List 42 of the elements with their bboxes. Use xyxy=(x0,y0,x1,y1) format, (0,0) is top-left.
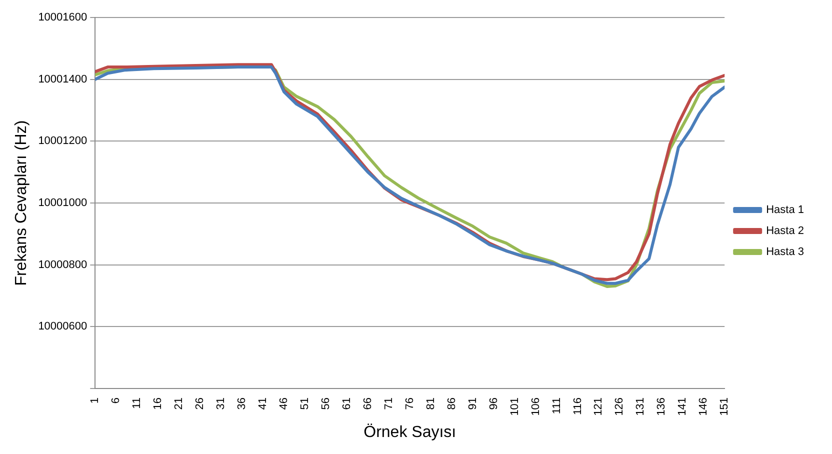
x-tick-label: 46 xyxy=(278,397,290,410)
x-tick-label: 21 xyxy=(173,397,186,410)
y-tick-label: 10001200 xyxy=(38,135,88,148)
y-tick-label: 10001000 xyxy=(38,197,88,210)
y-tick-label: 10001400 xyxy=(38,73,88,86)
legend-label: Hasta 2 xyxy=(766,225,804,238)
x-tick-label: 146 xyxy=(698,397,710,416)
x-tick-label: 86 xyxy=(446,397,458,410)
x-tick-label: 51 xyxy=(298,397,311,410)
x-tick-label: 101 xyxy=(508,397,521,416)
x-tick-label: 81 xyxy=(424,397,437,410)
x-tick-label: 1 xyxy=(89,397,102,404)
x-axis-title: Örnek Sayısı xyxy=(364,422,456,441)
y-tick-label: 10001600 xyxy=(38,12,88,24)
x-tick-label: 16 xyxy=(152,397,164,410)
x-tick-label: 61 xyxy=(340,397,353,410)
x-tick-label: 66 xyxy=(362,397,374,410)
x-tick-label: 71 xyxy=(382,397,395,410)
x-tick-label: 36 xyxy=(236,397,248,410)
x-tick-label: 6 xyxy=(110,397,122,404)
x-tick-label: 96 xyxy=(488,397,500,410)
x-tick-label: 151 xyxy=(718,397,731,416)
x-tick-label: 11 xyxy=(131,397,144,409)
x-tick-label: 116 xyxy=(572,397,584,415)
y-axis-title: Frekans Cevapları (Hz) xyxy=(13,120,30,286)
x-tick-label: 126 xyxy=(614,397,626,416)
x-tick-label: 111 xyxy=(550,397,563,414)
x-tick-label: 26 xyxy=(194,397,206,410)
y-tick-label: 10000600 xyxy=(38,320,88,333)
y-tick-label: 10000800 xyxy=(38,258,88,271)
x-tick-label: 141 xyxy=(676,397,689,416)
x-tick-label: 91 xyxy=(466,397,479,410)
x-tick-label: 136 xyxy=(656,397,668,416)
x-tick-label: 31 xyxy=(215,397,228,410)
x-tick-label: 131 xyxy=(634,397,647,416)
legend-label: Hasta 1 xyxy=(766,204,804,216)
x-tick-label: 56 xyxy=(320,397,332,410)
x-tick-label: 106 xyxy=(530,397,542,416)
x-tick-label: 121 xyxy=(592,397,605,416)
x-tick-label: 41 xyxy=(257,397,270,410)
x-tick-label: 76 xyxy=(404,397,416,410)
legend-label: Hasta 3 xyxy=(766,246,804,258)
